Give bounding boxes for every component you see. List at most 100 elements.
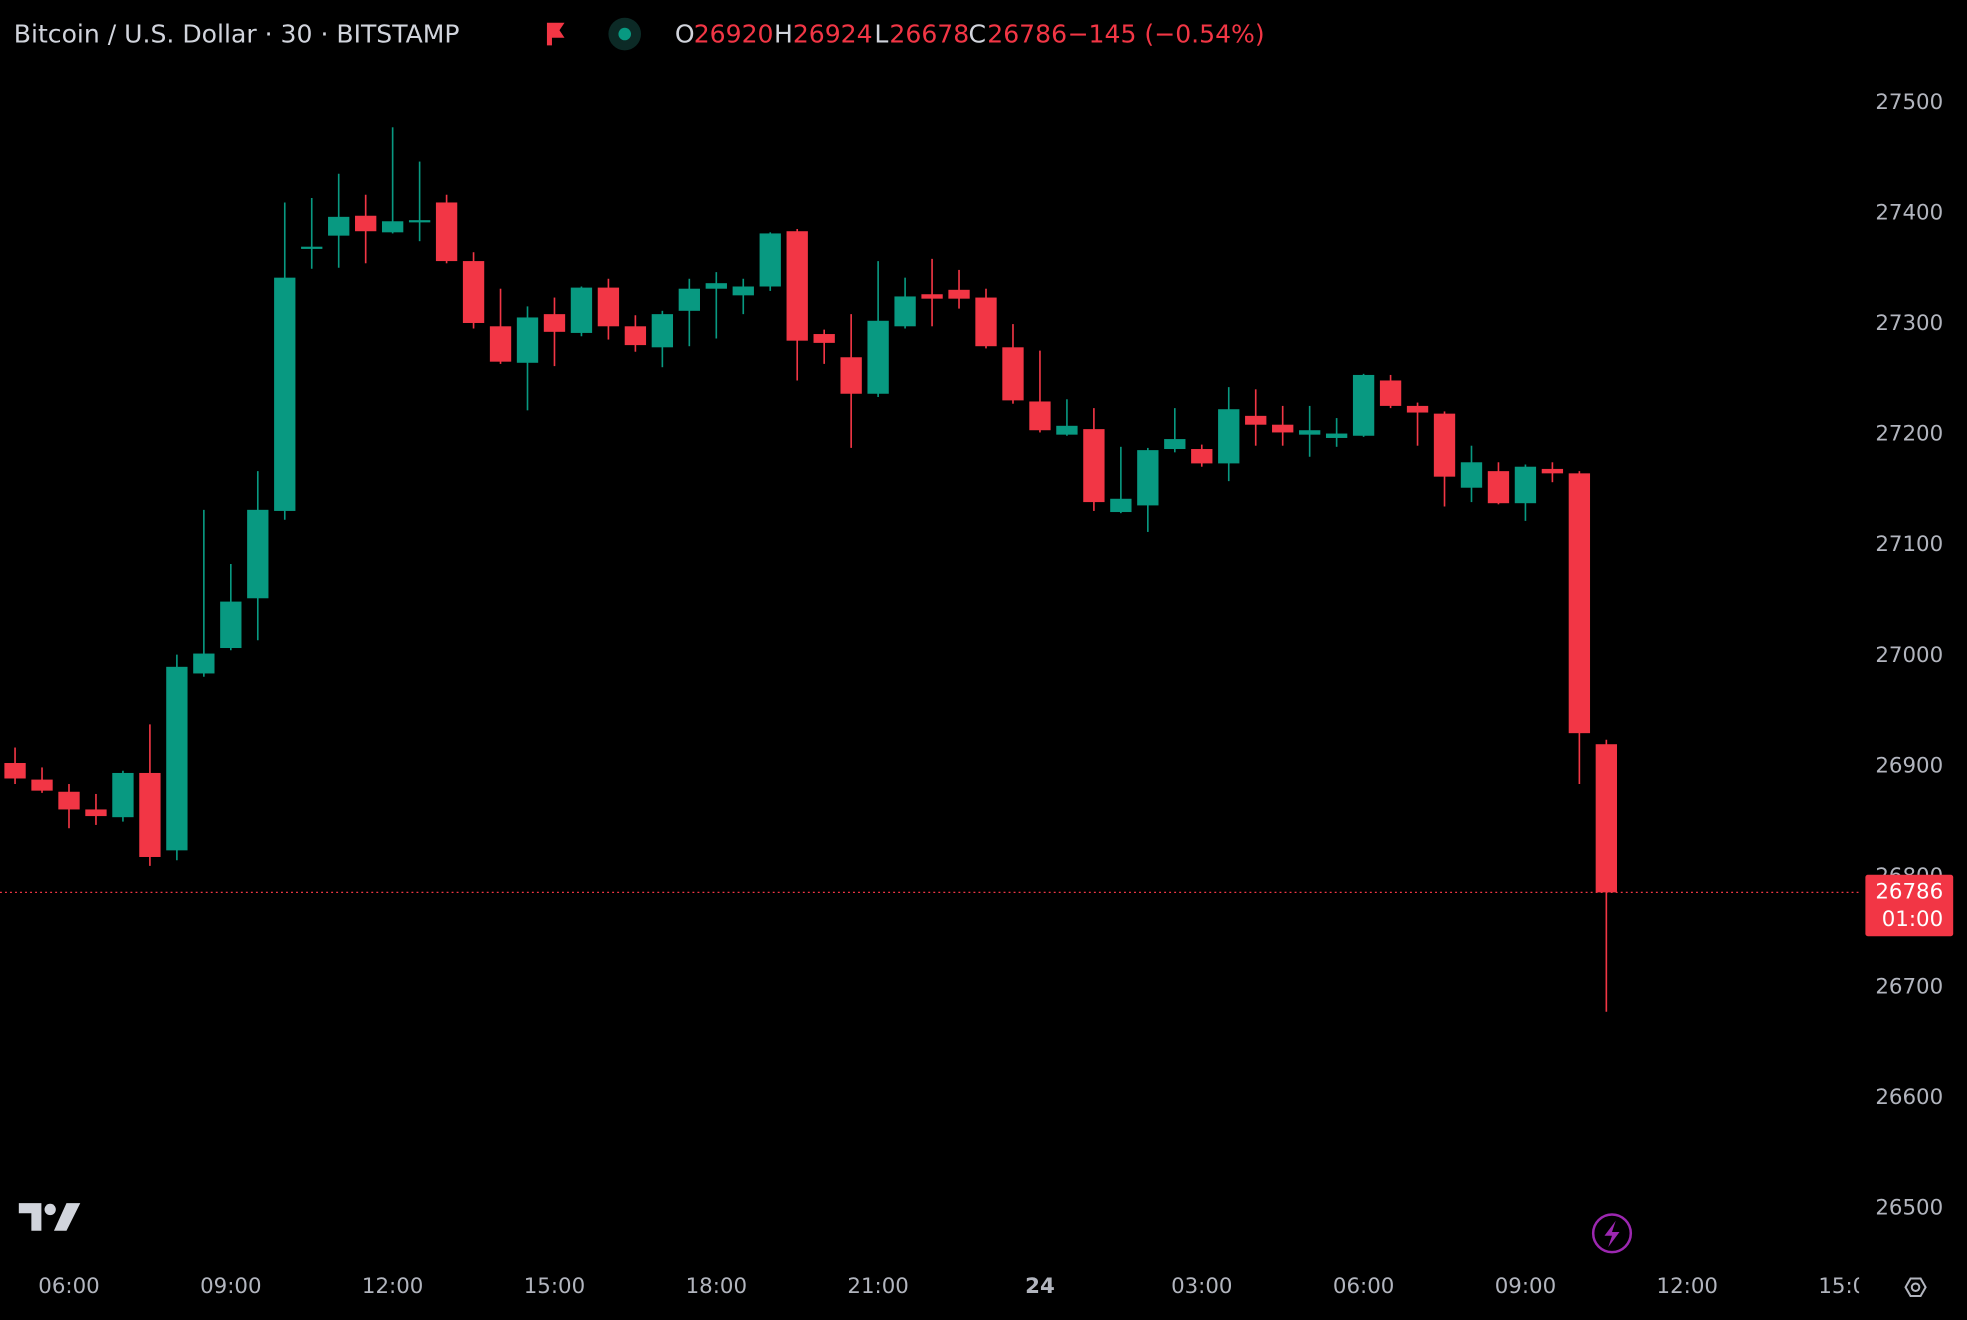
candle-body <box>1379 380 1402 406</box>
x-tick-label: 06:00 <box>38 1274 99 1299</box>
candle-body <box>1352 374 1375 436</box>
candle-body <box>1487 471 1510 504</box>
ohlc-value: 26924 <box>793 19 873 48</box>
ohlc-value: 26786 <box>987 19 1067 48</box>
candle-body <box>1568 473 1591 734</box>
candle-body <box>651 314 674 348</box>
x-tick-label: 21:00 <box>847 1274 908 1299</box>
countdown-label: 01:00 <box>1882 907 1943 932</box>
ohlc-value: 26678 <box>889 19 969 48</box>
last-price-label: 26786 <box>1875 879 1943 904</box>
candle-body <box>112 772 134 818</box>
candle-body <box>759 233 781 287</box>
candle-body <box>247 509 269 599</box>
candle-body <box>435 202 458 262</box>
candle-body <box>705 283 727 289</box>
ohlc-legend: O 26920 H 26924 L 26678 C 26786 −145 (−0.54%) <box>675 19 1265 48</box>
time-axis: 06:00 09:00 12:00 15:00 18:00 21:00 24 03:00 06:… <box>38 1274 1879 1299</box>
candle-body <box>975 297 997 347</box>
candle-body <box>139 772 161 857</box>
candle-body <box>948 289 970 299</box>
candle-body <box>1325 433 1348 438</box>
candle-body <box>274 277 296 511</box>
candle-body <box>1083 429 1105 503</box>
ohlc-key: O <box>675 19 695 48</box>
candle-body <box>786 231 808 341</box>
candle-body <box>1164 439 1186 450</box>
x-tick-label: 15:00 <box>1818 1274 1879 1299</box>
candle-body <box>58 791 80 810</box>
y-tick-label: 26900 <box>1875 753 1943 778</box>
candle-body <box>921 294 943 299</box>
candle-body <box>1460 462 1483 488</box>
candle-body <box>597 287 620 327</box>
ohlc-key: L <box>874 19 888 48</box>
candle-body <box>1272 424 1294 433</box>
candle-body <box>1218 409 1240 464</box>
lightning-button[interactable] <box>1591 1213 1633 1254</box>
x-tick-label: 09:00 <box>1495 1274 1556 1299</box>
last-price: 26786 01:00 <box>0 874 1954 937</box>
ohlc-key: H <box>774 19 793 48</box>
candle-body <box>543 314 566 332</box>
candle-body <box>220 601 242 649</box>
status-dot <box>618 27 631 41</box>
settings-button[interactable] <box>1904 1277 1927 1298</box>
y-tick-label: 26700 <box>1875 974 1943 999</box>
last-price-box <box>1865 874 1954 937</box>
candle-body <box>1056 425 1078 435</box>
tradingview-logo[interactable] <box>18 1203 81 1231</box>
flag-icon[interactable] <box>546 22 565 46</box>
y-tick-label: 26600 <box>1875 1085 1943 1110</box>
candle-body <box>408 220 431 223</box>
candle-body <box>867 320 889 394</box>
x-tick-label: 06:00 <box>1333 1274 1394 1299</box>
x-tick-label: 24 <box>1025 1274 1055 1299</box>
candle-body <box>1029 401 1051 431</box>
candle-body <box>1514 466 1537 504</box>
y-tick-label: 27300 <box>1875 311 1943 336</box>
y-tick-label: 27500 <box>1875 90 1943 115</box>
x-tick-label: 18:00 <box>686 1274 747 1299</box>
candle-body <box>840 357 862 394</box>
candle-body <box>1191 449 1213 464</box>
candle-body <box>678 288 700 311</box>
x-tick-label: 12:00 <box>362 1274 423 1299</box>
y-tick-label: 27200 <box>1875 422 1943 447</box>
candle-body <box>1406 405 1429 413</box>
x-tick-label: 15:00 <box>524 1274 585 1299</box>
candle-body <box>732 286 754 296</box>
candle-body <box>85 809 107 817</box>
candle-body <box>328 216 350 236</box>
candle-body <box>570 287 593 333</box>
candle-body <box>1245 415 1267 425</box>
candle-body <box>1002 347 1024 401</box>
candle-body <box>4 763 26 779</box>
x-tick-label: 03:00 <box>1171 1274 1232 1299</box>
candle-body <box>31 779 53 791</box>
y-tick-label: 26500 <box>1875 1196 1943 1221</box>
y-tick-label: 27100 <box>1875 532 1943 557</box>
candle-body <box>624 326 647 346</box>
candle-body <box>516 317 539 363</box>
candle-body <box>1595 744 1618 893</box>
candle-body <box>381 221 404 233</box>
price-axis: 2650026600267002680026900270002710027200… <box>1875 90 1943 1221</box>
candle-body <box>301 246 323 249</box>
candle-body <box>1137 450 1159 506</box>
x-tick-label: 09:00 <box>200 1274 261 1299</box>
x-tick-label: 12:00 <box>1657 1274 1718 1299</box>
ohlc-key: C <box>968 19 986 48</box>
candle-body <box>462 261 485 323</box>
change-value: −145 (−0.54%) <box>1068 19 1265 48</box>
candle-body <box>894 296 916 327</box>
candle-body <box>1433 413 1456 477</box>
candle-body <box>813 334 835 343</box>
candle-body <box>166 666 188 851</box>
candle-body <box>193 653 215 674</box>
candles <box>4 127 1618 1012</box>
candle-body <box>1298 430 1321 435</box>
